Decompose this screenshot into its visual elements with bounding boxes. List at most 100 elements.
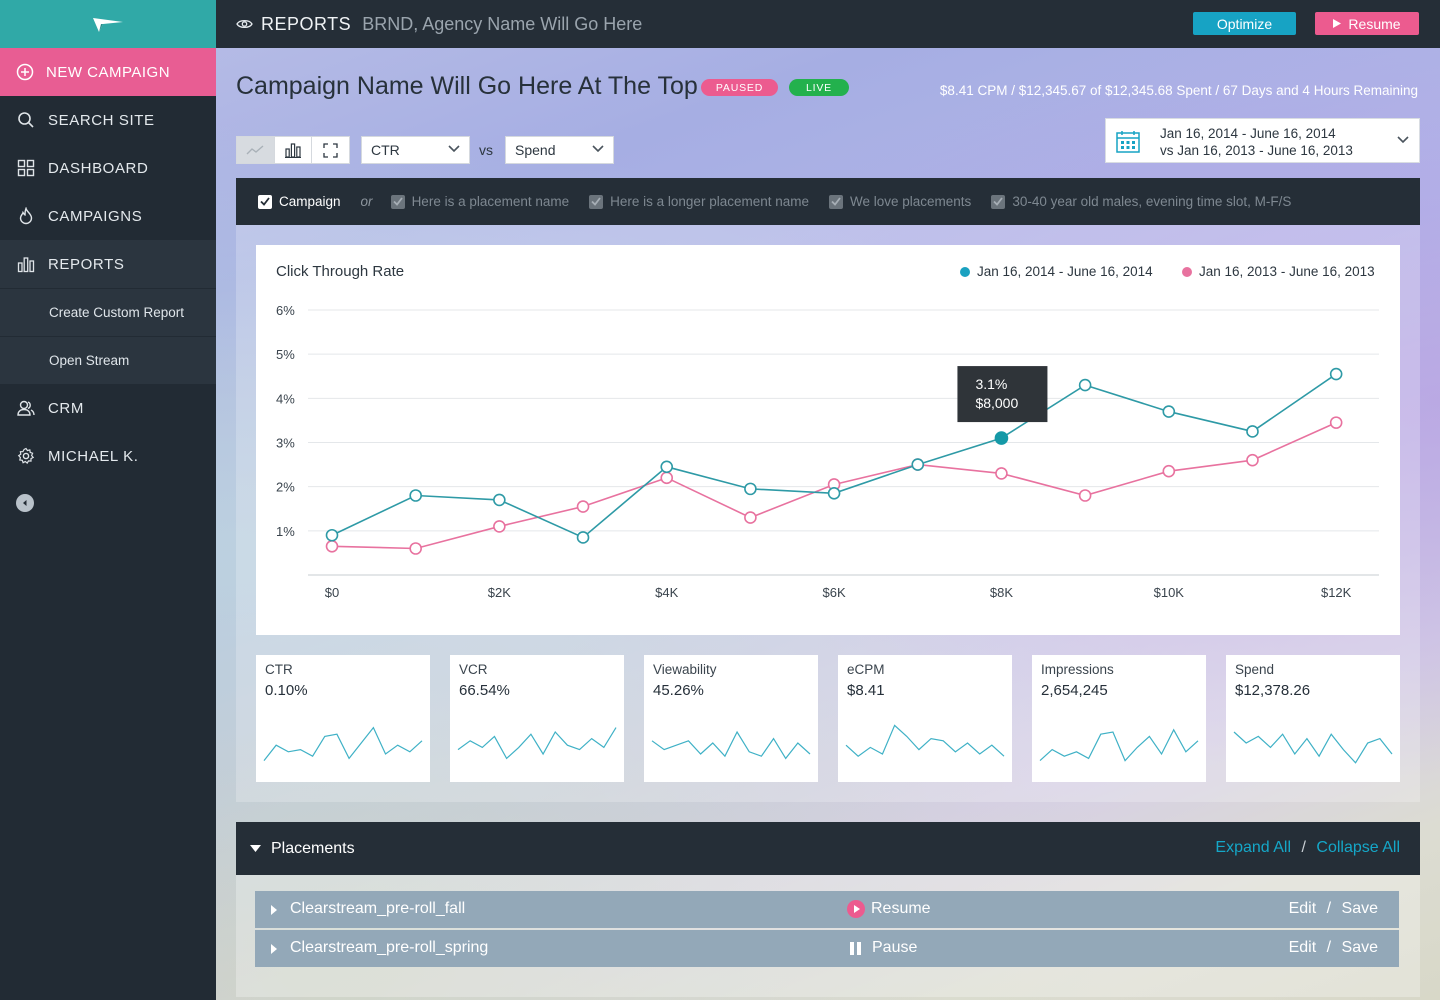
data-point — [1246, 425, 1259, 438]
sidebar-item-label: MICHAEL K. — [48, 447, 139, 465]
sidebar-item-label: DASHBOARD — [48, 159, 149, 177]
sidebar-item-search-site[interactable]: SEARCH SITE — [0, 96, 216, 144]
flame-icon — [16, 206, 36, 226]
sparkline — [457, 727, 617, 760]
legend-item[interactable]: Jan 16, 2013 - June 16, 2013 — [1182, 264, 1375, 279]
caret-right-icon[interactable] — [271, 944, 277, 954]
tooltip-value: 3.1% — [975, 376, 1007, 392]
resume-placement-button[interactable]: Resume — [847, 900, 931, 918]
top-bar: REPORTS BRND, Agency Name Will Go Here O… — [216, 0, 1440, 48]
sidebar-subitem-create-custom-report[interactable]: Create Custom Report — [0, 288, 216, 336]
edit-save-controls: Edit / Save — [1289, 900, 1378, 918]
data-point — [493, 493, 506, 507]
collapse-all-link[interactable]: Collapse All — [1316, 839, 1400, 856]
sparkline — [845, 724, 1005, 757]
sparkline — [1039, 728, 1199, 762]
data-point — [911, 458, 925, 471]
sidebar-subitem-open-stream[interactable]: Open Stream — [0, 336, 216, 384]
edit-link[interactable]: Edit — [1288, 939, 1317, 956]
sidebar-item-label: CRM — [48, 399, 84, 417]
fullscreen-button[interactable] — [312, 137, 349, 163]
line-chart-canvas: 1% 2% 3% 4% 5% 6% $0 $2K $4K $6K $8K $10K $12K 3.1% $8… — [276, 303, 1379, 600]
sparkline-path — [1039, 728, 1199, 762]
placements-header: Placements Expand All / Collapse All — [236, 822, 1420, 875]
logo[interactable] — [0, 0, 216, 48]
optimize-button[interactable]: Optimize — [1193, 12, 1296, 35]
users-icon — [16, 398, 36, 418]
chart-title: Click Through Rate — [276, 263, 405, 280]
metric-card-ctr[interactable]: CTR 0.10% — [256, 655, 430, 782]
sparkline-path — [651, 730, 811, 760]
new-campaign-button[interactable]: NEW CAMPAIGN — [0, 48, 216, 96]
placement-row[interactable]: Clearstream_pre-roll_spring Pause Edit /… — [255, 930, 1399, 967]
sidebar-item-campaigns[interactable]: CAMPAIGNS — [0, 192, 216, 240]
legend-label: Jan 16, 2013 - June 16, 2013 — [1199, 264, 1375, 279]
resume-campaign-button[interactable]: Resume — [1315, 12, 1419, 35]
primary-metric-select[interactable]: CTR — [361, 136, 470, 164]
placement-checkbox[interactable]: 30-40 year old males, evening time slot,… — [991, 194, 1291, 209]
metric-card-spend[interactable]: Spend $12,378.26 — [1226, 655, 1400, 782]
placement-action-label: Pause — [872, 939, 918, 956]
placement-checkbox[interactable]: We love placements — [829, 194, 971, 209]
save-link[interactable]: Save — [1341, 900, 1378, 917]
metric-label: Impressions — [1041, 662, 1114, 677]
compare-metric-select[interactable]: Spend — [505, 136, 614, 164]
sidebar: NEW CAMPAIGN SEARCH SITE DASHBOARD CAMPA… — [0, 0, 216, 1000]
tooltip-spend: $8,000 — [975, 395, 1018, 411]
chart-tooltip: 3.1% $8,000 — [957, 366, 1048, 423]
collapse-sidebar-button[interactable] — [16, 494, 34, 512]
campaign-checkbox[interactable]: Campaign — [258, 194, 341, 209]
metric-value: 45.26% — [653, 682, 704, 699]
play-icon — [1333, 19, 1342, 28]
metric-card-impressions[interactable]: Impressions 2,654,245 — [1032, 655, 1206, 782]
edit-link[interactable]: Edit — [1288, 900, 1317, 917]
placement-checkbox[interactable]: Here is a longer placement name — [589, 194, 809, 209]
sidebar-item-label: REPORTS — [48, 255, 125, 273]
data-point — [409, 542, 422, 555]
caret-right-icon[interactable] — [271, 905, 277, 915]
data-point — [744, 482, 757, 496]
y-tick-label: 6% — [276, 303, 295, 318]
main-content: REPORTS BRND, Agency Name Will Go Here O… — [216, 0, 1440, 1000]
primary-metric-value: CTR — [371, 142, 400, 158]
sparkline — [651, 730, 811, 760]
x-tick-label: $6K — [823, 585, 846, 600]
link-separator: / — [1326, 939, 1332, 956]
sparkline-path — [1233, 731, 1393, 764]
sidebar-item-crm[interactable]: CRM — [0, 384, 216, 432]
pause-placement-button[interactable]: Pause — [847, 939, 917, 957]
sidebar-item-label: CAMPAIGNS — [48, 207, 143, 225]
caret-down-icon[interactable] — [250, 844, 261, 853]
bar-chart-view-button[interactable] — [275, 137, 313, 163]
metric-label: VCR — [459, 662, 488, 677]
line-chart-view-button[interactable] — [237, 137, 275, 163]
placement-name: Clearstream_pre-roll_fall — [290, 900, 466, 917]
metric-label: eCPM — [847, 662, 885, 677]
save-link[interactable]: Save — [1341, 939, 1378, 956]
ctr-line-chart: 1% 2% 3% 4% 5% 6% $0 $2K $4K $6K $8K $10K $12K 3.1% $8… — [256, 245, 1400, 635]
or-label: or — [360, 194, 373, 209]
expand-all-link[interactable]: Expand All — [1215, 839, 1292, 856]
metric-card-viewability[interactable]: Viewability 45.26% — [644, 655, 818, 782]
sidebar-item-user-settings[interactable]: MICHAEL K. — [0, 432, 216, 480]
checkbox-checked-icon — [829, 194, 843, 209]
placement-checkbox-label: We love placements — [850, 194, 972, 209]
metric-value: 2,654,245 — [1041, 682, 1108, 699]
date-range-picker[interactable]: Jan 16, 2014 - June 16, 2014 vs Jan 16, … — [1105, 118, 1420, 163]
data-point — [576, 500, 590, 513]
placement-checkbox[interactable]: Here is a placement name — [390, 194, 569, 209]
data-point — [325, 528, 339, 542]
data-point — [994, 431, 1009, 445]
y-tick-label: 4% — [276, 391, 295, 406]
sidebar-item-reports[interactable]: REPORTS — [0, 240, 216, 288]
sidebar-item-dashboard[interactable]: DASHBOARD — [0, 144, 216, 192]
checkbox-checked-icon — [589, 194, 604, 209]
placement-row[interactable]: Clearstream_pre-roll_fall Resume Edit / … — [255, 891, 1399, 928]
eye-icon — [236, 18, 253, 30]
legend-item[interactable]: Jan 16, 2014 - June 16, 2014 — [960, 264, 1153, 279]
date-range-primary: Jan 16, 2014 - June 16, 2014 — [1160, 126, 1336, 141]
metric-card-ecpm[interactable]: eCPM $8.41 — [838, 655, 1012, 782]
metric-card-vcr[interactable]: VCR 66.54% — [450, 655, 624, 782]
gear-icon — [16, 446, 36, 466]
placements-expand-controls: Expand All / Collapse All — [1215, 839, 1400, 857]
